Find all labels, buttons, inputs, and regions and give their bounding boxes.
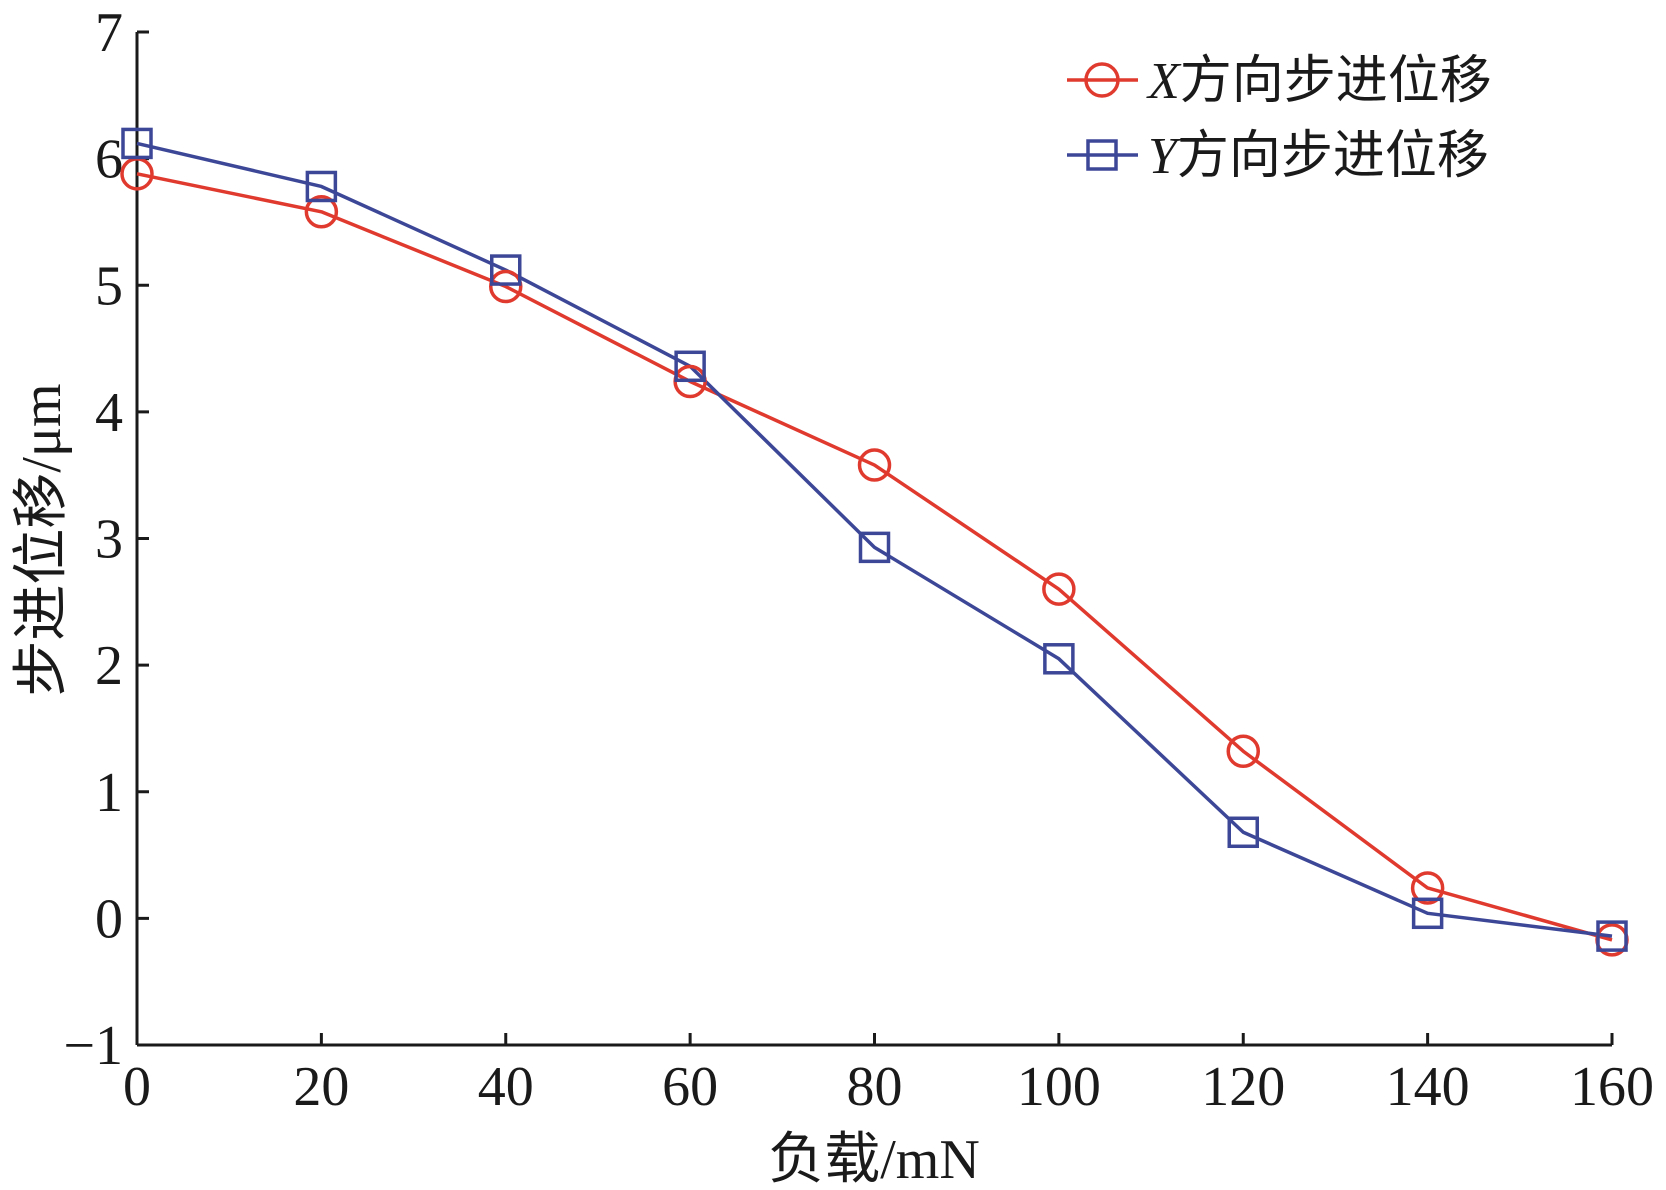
- series-layer: [120, 127, 1629, 957]
- series-line-y: [136, 141, 1613, 938]
- data-point-y: [1596, 920, 1628, 952]
- x-tick-label: 160: [1570, 1056, 1654, 1118]
- x-axis-title: 负载/mN: [768, 1129, 980, 1190]
- legend: X方向步进位移 Y方向步进位移: [1067, 53, 1492, 185]
- legend-label-y-rest: 方向步进位移: [1177, 128, 1489, 185]
- y-tick-label: 6: [95, 129, 123, 191]
- legend-label-x-italic: X: [1146, 53, 1182, 110]
- x-tick-label: 20: [293, 1056, 349, 1118]
- legend-label-x: X方向步进位移: [1146, 53, 1492, 110]
- legend-entry-y: Y方向步进位移: [1067, 128, 1489, 185]
- y-tick-label: 4: [95, 382, 123, 444]
- data-point-x: [1410, 871, 1445, 905]
- series-line-x: [136, 172, 1613, 942]
- x-tick-label: 0: [123, 1056, 151, 1118]
- data-point-y: [674, 350, 706, 383]
- legend-label-x-rest: 方向步进位移: [1180, 53, 1492, 110]
- x-axis-ticks: 0 20 40 60 80 100 120 140 160: [123, 1033, 1654, 1118]
- x-tick-label: 120: [1201, 1056, 1285, 1118]
- y-tick-label: −1: [63, 1015, 123, 1077]
- y-axis-ticks: −1 0 1 2 3 4 5 6 7: [63, 2, 149, 1077]
- y-tick-label: 7: [95, 2, 123, 64]
- legend-label-y-italic: Y: [1148, 128, 1182, 185]
- y-tick-label: 1: [95, 762, 123, 824]
- legend-marker-square: [1086, 139, 1118, 171]
- data-point-y: [490, 254, 522, 286]
- x-tick-label: 40: [478, 1056, 534, 1118]
- data-point-y: [305, 170, 338, 203]
- legend-marker-circle: [1084, 62, 1120, 98]
- y-tick-label: 0: [95, 888, 123, 950]
- x-tick-label: 80: [847, 1056, 903, 1118]
- data-point-x: [857, 448, 892, 482]
- data-point-x: [304, 195, 339, 229]
- legend-label-y: Y方向步进位移: [1148, 128, 1489, 185]
- data-point-x: [1042, 572, 1076, 606]
- y-tick-label: 5: [95, 255, 123, 317]
- data-point-x: [489, 269, 523, 304]
- y-axis-title: 步进位移/μm: [11, 383, 73, 696]
- data-point-y: [1227, 816, 1259, 849]
- legend-entry-x: X方向步进位移: [1067, 53, 1492, 110]
- x-tick-label: 140: [1386, 1056, 1470, 1118]
- x-tick-label: 60: [662, 1056, 718, 1118]
- data-point-y: [858, 531, 891, 564]
- x-tick-label: 100: [1017, 1056, 1101, 1118]
- y-tick-label: 2: [95, 635, 123, 697]
- data-point-x: [1226, 734, 1260, 768]
- y-tick-label: 3: [95, 509, 123, 571]
- data-point-y: [1043, 643, 1075, 675]
- data-point-y: [121, 127, 153, 160]
- data-point-y: [1411, 897, 1444, 930]
